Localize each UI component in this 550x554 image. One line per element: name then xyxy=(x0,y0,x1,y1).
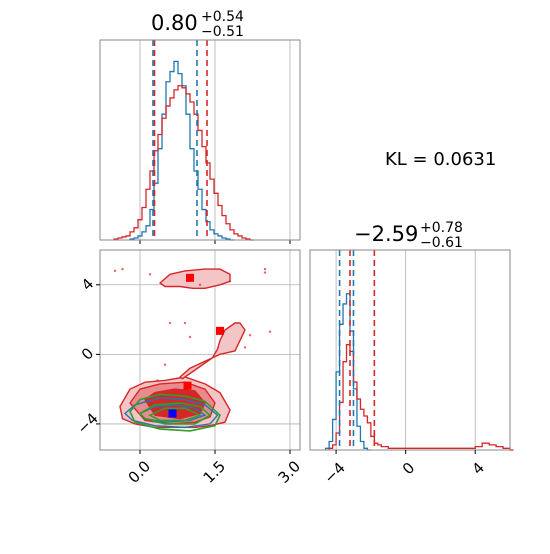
marginal-x-panel xyxy=(99,39,301,244)
marginal-y-title-sup: +0.78 xyxy=(420,220,463,236)
green-contour xyxy=(138,402,212,425)
scatter-point xyxy=(263,271,267,274)
x-tick-label: 1.5 xyxy=(200,457,230,487)
green-contour xyxy=(129,393,221,432)
scatter-point xyxy=(113,269,117,273)
scatter-point xyxy=(121,267,124,271)
scatter-point xyxy=(243,346,247,349)
blue-contour xyxy=(123,397,219,429)
y-tick-label: 4 xyxy=(78,275,97,294)
scatter-point xyxy=(248,334,252,337)
histogram-step-blue xyxy=(129,60,234,241)
panel-titles: 0.80 +0.54 −0.51 −2.59 +0.78 −0.61 KL = … xyxy=(151,9,496,251)
x-tick-label: 3.0 xyxy=(275,457,305,487)
histogram-step-red xyxy=(328,344,514,451)
marker-square-square_red xyxy=(186,273,194,282)
scatter-point xyxy=(198,283,202,286)
marginal-y-title-main: −2.59 xyxy=(354,222,418,246)
scatter-point xyxy=(188,335,192,339)
scatter-point xyxy=(163,363,167,366)
y-tick-label: −4 xyxy=(73,409,101,437)
red-contour-outer xyxy=(179,322,246,380)
marginal-y-panel: −4 0 4 xyxy=(309,249,514,487)
marker-square-square_red xyxy=(183,381,192,390)
marker-square-square_red xyxy=(216,326,224,335)
red-contour-outer xyxy=(159,268,231,289)
marginal-x-title-sup: +0.54 xyxy=(201,9,244,25)
marginal-y-title-sub: −0.61 xyxy=(420,235,463,251)
marginal-x-title-main: 0.80 xyxy=(151,11,198,35)
scatter-point xyxy=(156,379,159,382)
marginal-x-frame xyxy=(99,39,301,241)
scatter-point xyxy=(148,273,152,276)
marginal-x-title-sub: −0.51 xyxy=(201,24,244,40)
joint-frame xyxy=(99,249,301,451)
x-tick-label: 0 xyxy=(399,459,418,478)
scatter-point xyxy=(168,321,172,325)
green-contour xyxy=(148,407,203,422)
marginal-y-frame xyxy=(309,249,511,451)
y-tick-label: 0 xyxy=(78,344,97,363)
histogram-step-blue xyxy=(325,293,371,451)
x-tick-label: 4 xyxy=(468,459,487,478)
kl-annotation: KL = 0.0631 xyxy=(385,149,496,170)
histogram-step-red xyxy=(113,85,254,241)
scatter-point xyxy=(263,267,267,271)
scatter-point xyxy=(268,330,272,333)
joint-panel: 0.0 1.5 3.0 −4 0 4 xyxy=(73,249,305,487)
scatter-point xyxy=(228,280,232,283)
scatter-point xyxy=(183,321,187,325)
x-tick-label: −4 xyxy=(320,459,348,487)
marker-square-square_blue xyxy=(168,409,177,418)
x-tick-label: 0.0 xyxy=(125,457,155,487)
